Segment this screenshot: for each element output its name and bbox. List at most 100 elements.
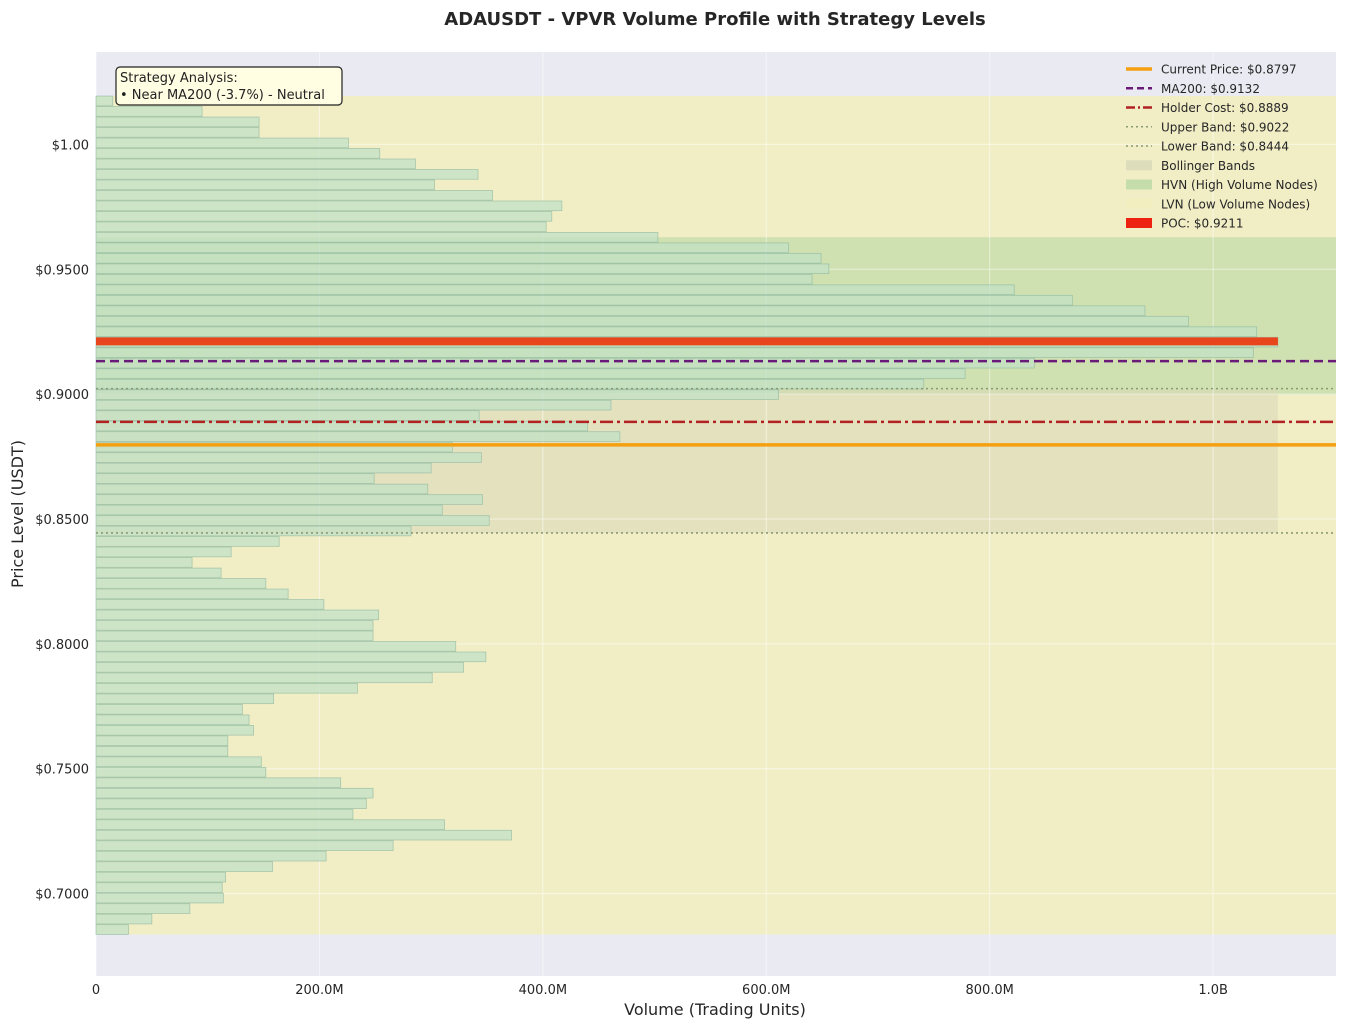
- volume-bar: [95, 704, 243, 715]
- annotation-line: • Near MA200 (-3.7%) - Neutral: [120, 88, 325, 103]
- volume-bar: [95, 850, 327, 862]
- volume-bar: [95, 578, 267, 589]
- volume-bar: [95, 693, 275, 705]
- volume-bar: [95, 462, 432, 474]
- x-axis-ticks: 0 200.0M 400.0M 600.0M 800.0M 1.0B: [92, 983, 1228, 998]
- y-tick-label: $0.9000: [35, 388, 89, 403]
- volume-bar: [95, 620, 374, 631]
- volume-bar: [95, 735, 229, 747]
- volume-bar: [95, 630, 374, 642]
- legend-label: Current Price: $0.8797: [1161, 63, 1297, 77]
- y-tick-label: $0.7500: [35, 763, 89, 778]
- x-axis-label: Volume (Trading Units): [624, 1000, 806, 1019]
- volume-bar: [95, 672, 433, 684]
- legend-label: Upper Band: $0.9022: [1161, 120, 1289, 134]
- volume-bar: [95, 158, 416, 170]
- legend-label: Holder Cost: $0.8889: [1161, 101, 1289, 115]
- volume-bar: [95, 756, 262, 768]
- volume-bar: [95, 410, 480, 421]
- y-tick-label: $0.7000: [35, 888, 89, 903]
- volume-bar: [95, 808, 354, 820]
- volume-bar: [95, 357, 1035, 369]
- volume-bar: [95, 326, 1258, 337]
- legend-swatch: [1126, 160, 1152, 171]
- volume-bar: [95, 315, 1189, 327]
- volume-bar: [95, 515, 490, 526]
- legend: Current Price: $0.8797 MA200: $0.9132 Hold…: [1126, 63, 1318, 231]
- x-tick-label: 800.0M: [965, 983, 1013, 998]
- strategy-annotation-box: Strategy Analysis: • Near MA200 (-3.7%) …: [115, 66, 343, 106]
- y-axis-ticks: $0.7000 $0.7500 $0.8000 $0.8500 $0.9000 $0.95…: [35, 138, 89, 902]
- volume-bar: [95, 473, 375, 484]
- legend-entry: HVN (High Volume Nodes): [1126, 178, 1318, 192]
- volume-bar: [95, 116, 260, 128]
- volume-bar: [95, 179, 435, 191]
- legend-label: MA200: $0.9132: [1161, 82, 1260, 96]
- volume-bar: [95, 305, 1146, 316]
- volume-bar: [95, 504, 443, 516]
- volume-bar: [95, 787, 374, 799]
- y-tick-label: $0.8000: [35, 638, 89, 653]
- volume-bar: [95, 190, 493, 201]
- volume-bar: [95, 641, 457, 652]
- volume-bar: [95, 662, 464, 673]
- volume-bar: [95, 284, 1015, 296]
- volume-bar: [95, 253, 822, 264]
- volume-bar: [95, 347, 1254, 358]
- chart-title: ADAUSDT - VPVR Volume Profile with Strat…: [444, 9, 985, 30]
- legend-entry: LVN (Low Volume Nodes): [1126, 197, 1310, 211]
- legend-label: Bollinger Bands: [1161, 159, 1255, 173]
- legend-swatch: [1126, 179, 1152, 190]
- volume-bar: [95, 871, 226, 883]
- volume-bar: [95, 892, 224, 904]
- volume-bar: [95, 609, 380, 621]
- legend-label: POC: $0.9211: [1161, 217, 1244, 231]
- volume-bar: [95, 211, 553, 222]
- x-tick-label: 400.0M: [519, 983, 567, 998]
- legend-label: Lower Band: $0.8444: [1161, 140, 1289, 154]
- volume-bar: [95, 399, 612, 411]
- volume-bar: [95, 536, 280, 547]
- legend-entry: Lower Band: $0.8444: [1126, 140, 1289, 154]
- x-tick-label: 1.0B: [1198, 983, 1228, 998]
- volume-bar: [95, 714, 250, 726]
- volume-bar: [95, 829, 512, 841]
- volume-bar: [95, 745, 229, 757]
- volume-bar: [95, 389, 779, 400]
- volume-bar: [95, 567, 222, 579]
- volume-bar: [95, 913, 153, 925]
- y-tick-label: $1.00: [52, 138, 89, 153]
- legend-swatch: [1126, 198, 1152, 209]
- level-lines: [96, 337, 1336, 534]
- legend-entry: Holder Cost: $0.8889: [1126, 101, 1289, 115]
- legend-label: HVN (High Volume Nodes): [1161, 178, 1318, 192]
- volume-bar: [95, 148, 381, 159]
- legend-entry: MA200: $0.9132: [1126, 82, 1260, 96]
- volume-bar: [95, 588, 289, 600]
- volume-bar: [95, 273, 813, 285]
- volume-bar: [95, 924, 129, 935]
- volume-bar: [95, 557, 193, 568]
- volume-bar: [95, 242, 790, 254]
- volume-bar: [95, 683, 358, 694]
- legend-entry: Upper Band: $0.9022: [1126, 120, 1289, 134]
- volume-bar: [95, 861, 273, 872]
- y-tick-label: $0.9500: [35, 263, 89, 278]
- volume-bar: [95, 766, 267, 778]
- volume-bar: [95, 724, 254, 736]
- volume-bar: [95, 294, 1073, 306]
- volume-bar: [95, 169, 479, 180]
- annotation-title: Strategy Analysis:: [120, 71, 238, 86]
- volume-bar: [95, 840, 394, 851]
- x-tick-label: 200.0M: [295, 983, 343, 998]
- volume-bar: [95, 494, 483, 505]
- volume-bar: [95, 452, 482, 463]
- volume-bar: [95, 651, 487, 663]
- volume-bar: [95, 819, 445, 830]
- volume-bar: [95, 882, 223, 893]
- y-axis-label: Price Level (USDT): [8, 440, 27, 588]
- legend-entry: Current Price: $0.8797: [1126, 63, 1297, 77]
- volume-bar: [95, 798, 367, 809]
- volume-bar: [95, 483, 429, 495]
